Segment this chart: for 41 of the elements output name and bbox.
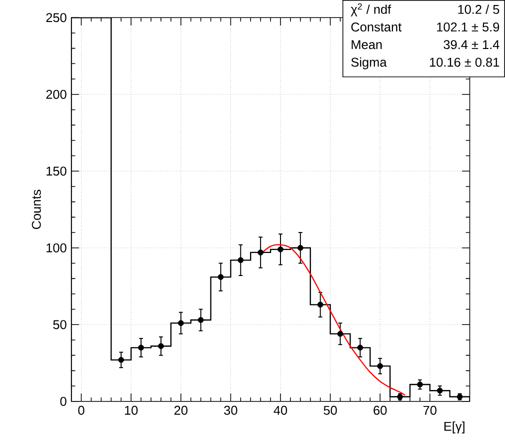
point (357, 344, 364, 350)
y-tick-label: 100 (46, 243, 66, 252)
x-tick-label: 50 (324, 406, 337, 415)
annotation: 10.16 ± 0.81 (430, 58, 500, 67)
y-tick-label: 250 (46, 12, 66, 22)
text: χ$^{2}$ / ndf (350, 3, 392, 16)
y-axis-title: Counts (32, 190, 41, 229)
point (436, 388, 443, 394)
y-tick-label: 50 (53, 320, 66, 329)
x-axis-title: E[γ] (444, 421, 464, 434)
y-tick-label: 200 (46, 90, 66, 99)
point (118, 356, 124, 363)
point (417, 381, 423, 388)
y-tick-label: 0 (60, 396, 66, 406)
point (297, 244, 304, 251)
x-tick-label: 10 (124, 406, 138, 415)
annotation: Mean (352, 40, 382, 49)
x-tick-label: 20 (174, 406, 188, 415)
x-tick-label: 30 (224, 406, 238, 415)
point (377, 362, 384, 369)
point (158, 342, 164, 349)
x-tick-label: 40 (274, 406, 288, 415)
annotation: 102.1 ± 5.9 (437, 22, 500, 32)
annotation: Sigma (351, 57, 387, 70)
x-tick-label: 0 (78, 406, 84, 415)
point (337, 330, 344, 337)
point (317, 302, 324, 308)
point (178, 320, 184, 326)
point (138, 344, 144, 350)
y-tick-label: 150 (46, 166, 66, 176)
point (456, 394, 463, 400)
x-tick-label: 60 (374, 406, 387, 415)
point (278, 246, 284, 252)
point (218, 274, 224, 280)
point (238, 257, 244, 263)
annotation: 39.4 ± 1.4 (444, 40, 500, 49)
point (198, 316, 204, 323)
point (258, 249, 264, 256)
annotation: Constant (351, 22, 402, 32)
text: 10.2 / 5 (458, 4, 500, 14)
x-tick-label: 70 (423, 406, 436, 415)
